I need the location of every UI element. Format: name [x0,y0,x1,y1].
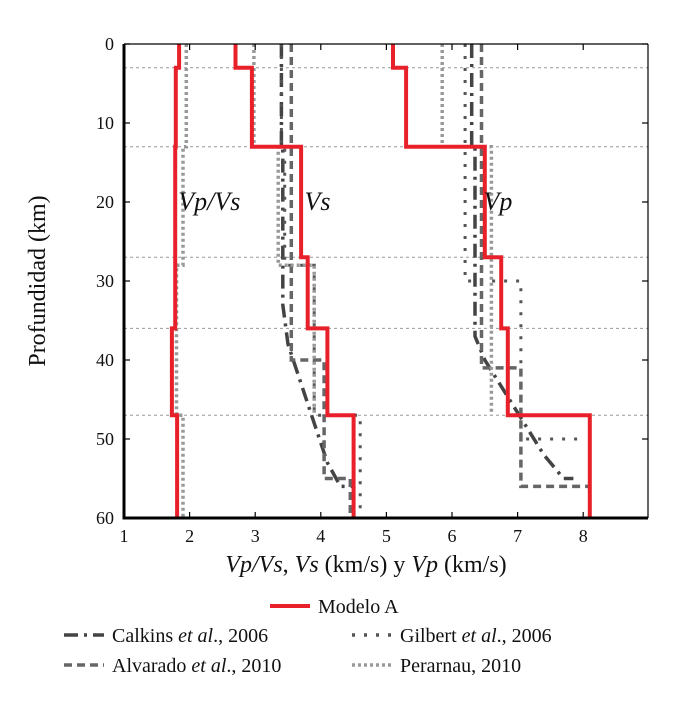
legend-label-part: ., 2006 [213,625,268,647]
series-annotation: Vs [305,187,331,216]
y-tick-label: 0 [105,34,114,54]
y-tick-label: 50 [96,429,114,449]
legend-entry: Calkins et al., 2006 [64,625,268,647]
reference-depth-lines [124,67,648,416]
legend-label-part: Perarnau, 2010 [400,655,521,677]
x-axis-title-part: , [283,552,295,578]
y-axis-title: Profundidad (km) [25,195,51,366]
x-tick-label: 4 [316,526,325,546]
x-axis-title-part: (km/s) [438,552,507,578]
legend-entry: Perarnau, 2010 [352,655,521,677]
legend-label-part: et al [191,655,226,677]
legend-label-part: Modelo A [318,596,399,618]
series-line-alvarado-et-al-2010-vp [479,44,590,489]
legend-label: Calkins et al., 2006 [112,625,268,647]
x-tick-label: 6 [448,526,457,546]
legend-label-part: ., 2006 [497,625,552,647]
legend-entry: Gilbert et al., 2006 [352,625,552,647]
x-axis-title-part: (km/s) y [319,552,412,578]
legend-label-part: Calkins [112,625,178,647]
series-lines [169,44,592,518]
series-line-modelo-a-vp-vs [169,44,182,518]
legend-entry: Modelo A [270,596,399,618]
x-axis-title-part: Vp/Vs [225,552,282,578]
series-annotations: Vp/Vs Vs Vp [178,187,512,216]
y-tick-label: 30 [96,271,114,291]
series-annotation: Vp [483,187,512,216]
y-tick-label: 60 [96,508,114,528]
series-line-gilbert-et-al-2006-vp [463,44,584,441]
legend-label-part: et al [462,625,497,647]
series-line-modelo-a-vp [391,44,592,518]
x-tick-label: 8 [579,526,588,546]
legend-label: Perarnau, 2010 [400,655,521,677]
y-tick-label: 20 [96,192,114,212]
series-line-calkins-et-al-2006-vs [279,44,354,489]
axes: 1 2 3 4 5 6 7 8 0 10 20 30 40 50 60 [96,34,649,546]
legend-label-part: ., 2010 [226,655,281,677]
legend-label-part: Alvarado [112,655,191,677]
legend-label-part: et al [178,625,213,647]
x-tick-label: 7 [513,526,522,546]
x-tick-label: 3 [251,526,260,546]
y-tick-label: 40 [96,350,114,370]
y-tick-label: 10 [96,113,114,133]
x-axis-title-part: Vs [295,552,319,578]
x-tick-label: 5 [382,526,391,546]
series-line-modelo-a-vs [233,44,356,518]
series-line-calkins-et-al-2006-vp [469,44,574,481]
x-axis-title-part: Vp [411,552,438,578]
x-tick-label: 1 [120,526,129,546]
legend-label-part: Gilbert [400,625,462,647]
x-axis-title: Vp/Vs, Vs (km/s) y Vp (km/s) [225,552,506,578]
x-tick-label: 2 [185,526,194,546]
series-line-perarnau-2010-vp-vs [174,44,189,518]
series-line-alvarado-et-al-2010-vs [289,44,353,518]
legend-label: Alvarado et al., 2010 [112,655,281,677]
legend-label: Gilbert et al., 2006 [400,625,552,647]
legend-entry: Alvarado et al., 2010 [64,655,281,677]
series-annotation: Vp/Vs [178,187,240,216]
legend-label: Modelo A [318,596,399,618]
